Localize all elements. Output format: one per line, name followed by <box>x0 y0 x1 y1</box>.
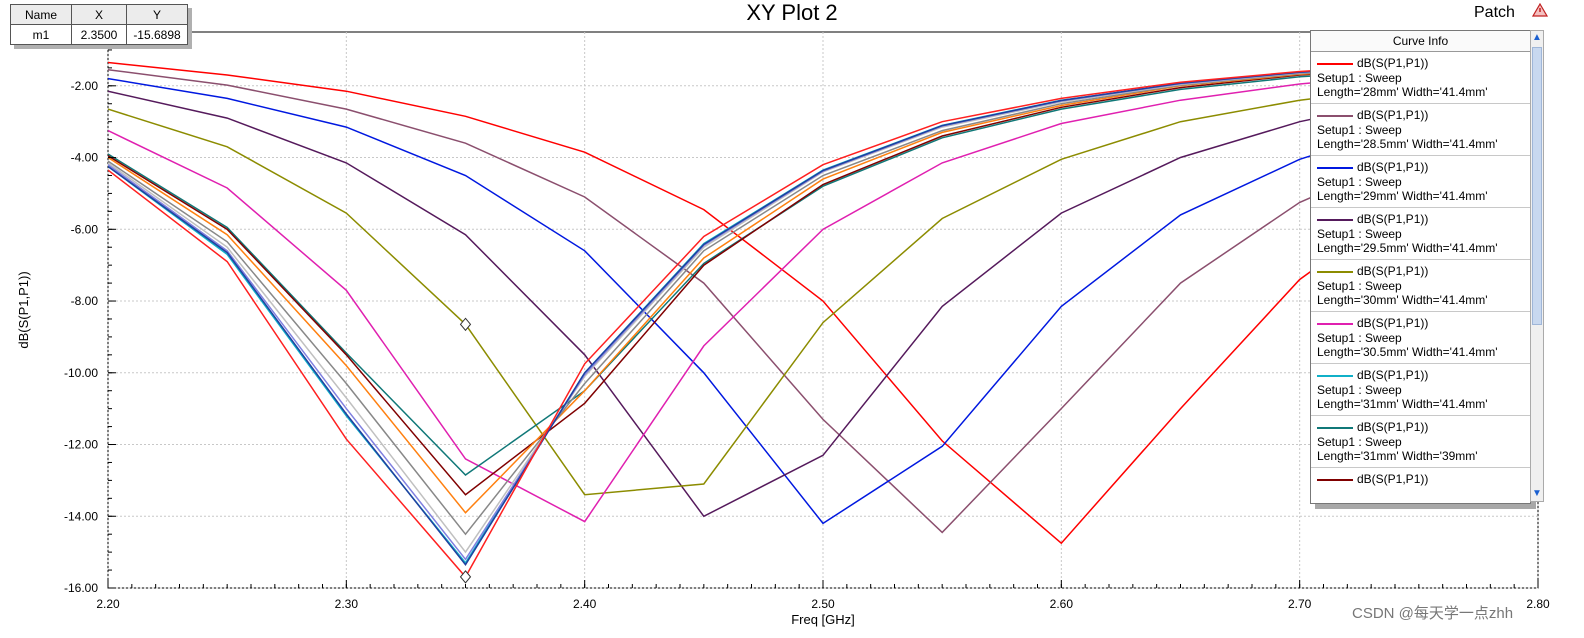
legend-entry[interactable]: dB(S(P1,P1)) Setup1 : Sweep Length='28.5mm… <box>1311 104 1530 156</box>
legend-setup-text: Setup1 : Sweep <box>1317 331 1402 345</box>
legend-setup-text: Setup1 : Sweep <box>1317 383 1402 397</box>
legend-entry[interactable]: dB(S(P1,P1)) Setup1 : Sweep Length='29.5mm… <box>1311 208 1530 260</box>
legend-setup-text: Setup1 : Sweep <box>1317 175 1402 189</box>
legend-name-text: dB(S(P1,P1)) <box>1357 108 1429 122</box>
x-tick-label: 2.40 <box>573 597 597 611</box>
x-axis-label: Freq [GHz] <box>791 612 855 627</box>
project-name: Patch <box>1474 4 1515 21</box>
legend-params-text: Length='30.5mm' Width='41.4mm' <box>1317 345 1498 359</box>
curves <box>108 59 1538 579</box>
legend-swatch <box>1317 323 1353 325</box>
x-tick-label: 2.80 <box>1526 597 1550 611</box>
marker-point[interactable] <box>459 317 472 332</box>
legend-name-text: dB(S(P1,P1)) <box>1357 420 1429 434</box>
series-line[interactable] <box>108 74 1538 496</box>
series-line[interactable] <box>108 59 1538 579</box>
series-line[interactable] <box>108 61 1538 545</box>
legend-name-text: dB(S(P1,P1)) <box>1357 56 1429 70</box>
x-tick-label: 2.50 <box>811 597 835 611</box>
legend-swatch <box>1317 115 1353 117</box>
marker-table-header-y: Y <box>126 4 188 25</box>
legend-params-text: Length='31mm' Width='41.4mm' <box>1317 397 1488 411</box>
legend-entry[interactable]: dB(S(P1,P1)) Setup1 : Sweep Length='28mm' … <box>1311 52 1530 104</box>
legend-params-text: Length='31mm' Width='39mm' <box>1317 449 1478 463</box>
legend-scrollbar[interactable]: ▲ ▼ <box>1530 30 1544 502</box>
legend-entry[interactable]: dB(S(P1,P1)) Setup1 : Sweep Length='29mm' … <box>1311 156 1530 208</box>
marker-table-row[interactable]: m1 2.3500 -15.6898 <box>10 24 188 45</box>
legend-name-text: dB(S(P1,P1)) <box>1357 472 1429 486</box>
y-tick-label: -4.00 <box>71 151 99 165</box>
legend-swatch <box>1317 63 1353 65</box>
curve-info-legend[interactable]: Curve Info dB(S(P1,P1)) Setup1 : Sweep Len… <box>1310 30 1531 504</box>
scroll-thumb[interactable] <box>1532 47 1542 325</box>
legend-setup-text: Setup1 : Sweep <box>1317 435 1402 449</box>
series-line[interactable] <box>108 67 1538 523</box>
legend-name-text: dB(S(P1,P1)) <box>1357 212 1429 226</box>
legend-setup-text: Setup1 : Sweep <box>1317 123 1402 137</box>
legend-setup-text: Setup1 : Sweep <box>1317 227 1402 241</box>
legend-params-text: Length='28mm' Width='41.4mm' <box>1317 85 1488 99</box>
watermark: CSDN @每天学一点zhh <box>1352 605 1514 622</box>
marker-x-cell: 2.3500 <box>71 24 127 45</box>
axis-ticks: 2.20 2.30 2.40 2.50 2.60 2.70 2.80 -16.00 -14.00… <box>64 31 1550 611</box>
legend-swatch <box>1317 375 1353 377</box>
legend-params-text: Length='30mm' Width='41.4mm' <box>1317 293 1488 307</box>
y-axis-label: dB(S(P1,P1)) <box>16 271 31 348</box>
y-tick-label: -10.00 <box>64 366 98 380</box>
series-line[interactable] <box>108 63 1538 476</box>
legend-entries: dB(S(P1,P1)) Setup1 : Sweep Length='28mm' … <box>1311 52 1530 503</box>
legend-swatch <box>1317 219 1353 221</box>
series-line[interactable] <box>108 68 1538 534</box>
legend-swatch <box>1317 427 1353 429</box>
legend-entry[interactable]: dB(S(P1,P1)) Setup1 : Sweep Length='30mm' … <box>1311 260 1530 312</box>
legend-params-text: Length='28.5mm' Width='41.4mm' <box>1317 137 1498 151</box>
plot-title: XY Plot 2 <box>746 0 838 25</box>
legend-entry[interactable]: dB(S(P1,P1)) Setup1 : Sweep Length='31mm' … <box>1311 416 1530 468</box>
legend-swatch <box>1317 271 1353 273</box>
x-tick-label: 2.70 <box>1288 597 1312 611</box>
x-tick-label: 2.30 <box>335 597 359 611</box>
y-tick-label: -8.00 <box>71 294 99 308</box>
legend-entry[interactable]: dB(S(P1,P1)) Setup1 : Sweep Length='31mm' … <box>1311 364 1530 416</box>
marker-y-cell: -15.6898 <box>126 24 188 45</box>
legend-name-text: dB(S(P1,P1)) <box>1357 316 1429 330</box>
legend-setup-text: Setup1 : Sweep <box>1317 279 1402 293</box>
warning-triangle-icon <box>1532 3 1548 17</box>
marker-table-header-x: X <box>71 4 127 25</box>
legend-setup-text: Setup1 : Sweep <box>1317 71 1402 85</box>
series-line[interactable] <box>108 77 1538 525</box>
y-tick-label: -12.00 <box>64 438 98 452</box>
y-tick-label: -6.00 <box>71 222 99 236</box>
legend-name-text: dB(S(P1,P1)) <box>1357 160 1429 174</box>
marker-point[interactable] <box>459 570 472 584</box>
legend-swatch <box>1317 479 1353 481</box>
legend-swatch <box>1317 167 1353 169</box>
markers <box>459 317 472 584</box>
legend-params-text: Length='29.5mm' Width='41.4mm' <box>1317 241 1498 255</box>
scroll-up-arrow-icon[interactable]: ▲ <box>1532 32 1542 43</box>
marker-table-header-name: Name <box>10 4 72 25</box>
x-tick-label: 2.20 <box>96 597 120 611</box>
y-tick-label: -14.00 <box>64 509 98 523</box>
marker-table-header: Name X Y <box>10 4 188 25</box>
legend-name-text: dB(S(P1,P1)) <box>1357 368 1429 382</box>
y-tick-label: -16.00 <box>64 581 98 595</box>
x-tick-label: 2.60 <box>1050 597 1074 611</box>
legend-entry[interactable]: dB(S(P1,P1)) Setup1 : Sweep Length='30.5mm… <box>1311 312 1530 364</box>
legend-params-text: Length='29mm' Width='41.4mm' <box>1317 189 1488 203</box>
series-line[interactable] <box>108 81 1538 518</box>
scroll-down-arrow-icon[interactable]: ▼ <box>1532 488 1542 499</box>
legend-name-text: dB(S(P1,P1)) <box>1357 264 1429 278</box>
legend-entry[interactable]: dB(S(P1,P1)) <box>1311 468 1530 503</box>
y-tick-label: -2.00 <box>71 79 99 93</box>
marker-table[interactable]: Name X Y m1 2.3500 -15.6898 <box>10 4 188 45</box>
marker-name-cell: m1 <box>10 24 72 45</box>
legend-header: Curve Info <box>1311 31 1530 52</box>
